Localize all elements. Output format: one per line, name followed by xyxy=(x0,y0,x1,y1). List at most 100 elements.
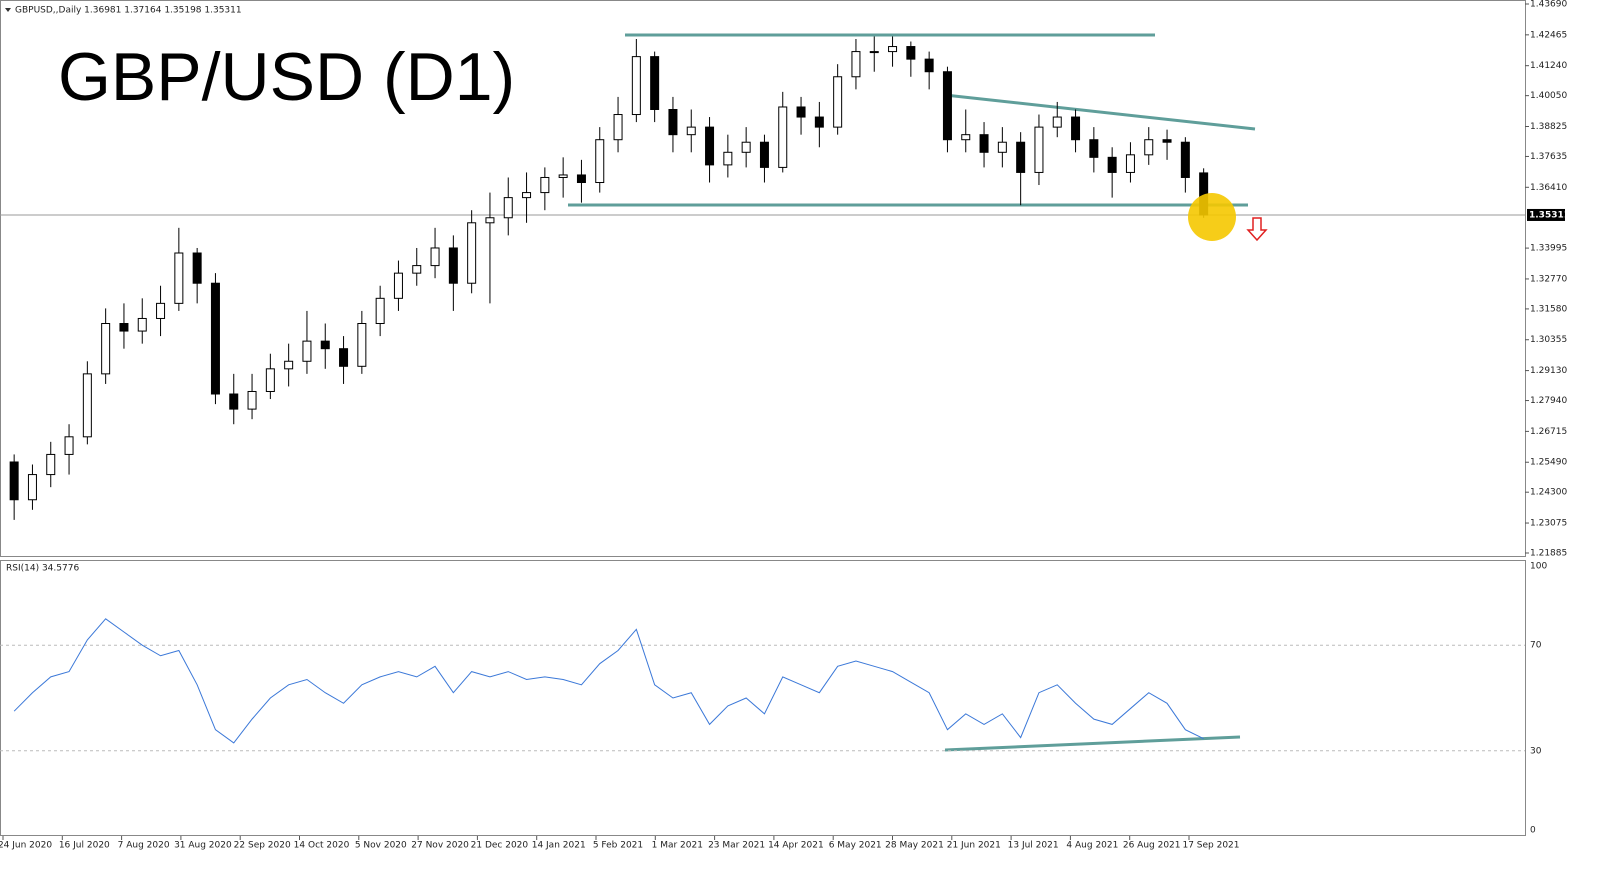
candle-body xyxy=(595,139,605,184)
candle-body xyxy=(741,141,751,153)
candle-body xyxy=(942,71,952,141)
x-tick-label: 24 Jun 2020 xyxy=(0,841,52,851)
candle-body xyxy=(1089,139,1099,158)
y-tick-label: 30 xyxy=(1530,746,1542,756)
y-tick-label: 1.30355 xyxy=(1530,335,1567,345)
candle-body xyxy=(558,174,568,178)
y-tick-label: 1.33995 xyxy=(1530,244,1567,254)
candle-body xyxy=(229,393,239,410)
y-tick-label: 1.24300 xyxy=(1530,488,1567,498)
candle-body xyxy=(906,46,916,60)
candle-body xyxy=(137,317,147,332)
x-tick-label: 17 Sep 2021 xyxy=(1182,841,1239,851)
y-tick-label: 1.37635 xyxy=(1530,152,1567,162)
candle-body xyxy=(796,106,806,118)
candle-body xyxy=(723,151,733,166)
candle-body xyxy=(631,56,641,116)
header: GBPUSD,,Daily 1.36981 1.37164 1.35198 1.… xyxy=(15,6,242,16)
y-tick-label: 1.21885 xyxy=(1530,549,1567,559)
y-tick-label: 1.32770 xyxy=(1530,274,1567,284)
candle-body xyxy=(888,46,898,53)
y-tick-label: 1.41240 xyxy=(1530,61,1567,71)
candle-body xyxy=(119,323,129,332)
candle-body xyxy=(156,302,166,319)
candle-body xyxy=(668,108,678,136)
candle-body xyxy=(961,134,971,141)
candle-body xyxy=(650,56,660,110)
x-tick-label: 21 Dec 2020 xyxy=(471,841,529,851)
candle-body xyxy=(192,252,202,284)
candle-body xyxy=(265,368,275,392)
candle-body xyxy=(46,453,56,476)
x-tick-label: 21 Jun 2021 xyxy=(947,841,1001,851)
price-label-box xyxy=(1527,208,1565,221)
candle-body xyxy=(686,126,696,136)
candle-body xyxy=(1125,154,1135,173)
candle-body xyxy=(851,51,861,78)
y-tick-label: 1.40050 xyxy=(1530,91,1567,101)
candle-body xyxy=(522,192,532,199)
candle-body xyxy=(412,265,422,274)
highlight-circle xyxy=(1188,193,1236,241)
candle-body xyxy=(997,141,1007,153)
y-tick-label: 100 xyxy=(1530,562,1547,572)
y-tick-label: 70 xyxy=(1530,641,1542,651)
candle-body xyxy=(448,247,458,284)
candle-body xyxy=(393,272,403,299)
candle-body xyxy=(1144,139,1154,156)
candle-body xyxy=(101,323,111,375)
candle-body xyxy=(1034,126,1044,173)
candle-body xyxy=(375,297,385,325)
x-tick-label: 14 Jan 2021 xyxy=(532,841,586,851)
candle-body xyxy=(503,197,513,219)
x-tick-label: 28 May 2021 xyxy=(885,841,944,851)
candle-body xyxy=(833,76,843,128)
y-tick-label: 1.29130 xyxy=(1530,366,1567,376)
x-tick-label: 5 Nov 2020 xyxy=(355,841,407,851)
x-tick-label: 13 Jul 2021 xyxy=(1008,841,1059,851)
candle-body xyxy=(27,474,37,501)
candle-body xyxy=(82,373,92,438)
candle-body xyxy=(302,340,312,362)
candle-body xyxy=(1162,139,1172,143)
price-label: 1.35311 xyxy=(1529,210,1570,220)
candle-body xyxy=(64,436,74,455)
candle-body xyxy=(705,126,715,166)
y-tick-label: 1.31580 xyxy=(1530,304,1567,314)
y-tick-label: 1.36410 xyxy=(1530,183,1567,193)
candle-body xyxy=(1052,116,1062,128)
header-arrow xyxy=(5,8,11,12)
candle-body xyxy=(778,106,788,168)
y-tick-label: 0 xyxy=(1530,826,1536,836)
x-tick-label: 14 Apr 2021 xyxy=(768,841,824,851)
candle-body xyxy=(339,348,349,367)
x-tick-label: 26 Aug 2021 xyxy=(1123,841,1181,851)
candle-body xyxy=(247,390,257,410)
candle-body xyxy=(320,340,330,350)
candle-body xyxy=(210,282,220,395)
candle-body xyxy=(869,51,879,54)
chart-title: GBP/USD (D1) xyxy=(58,39,515,115)
x-tick-label: 31 Aug 2020 xyxy=(174,841,232,851)
candle-body xyxy=(485,217,495,224)
candle-body xyxy=(613,114,623,141)
rsi-label: RSI(14) 34.5776 xyxy=(6,564,79,574)
y-tick-label: 1.25490 xyxy=(1530,458,1567,468)
x-tick-label: 4 Aug 2021 xyxy=(1066,841,1118,851)
x-tick-label: 5 Feb 2021 xyxy=(593,841,643,851)
y-tick-label: 1.43690 xyxy=(1530,0,1567,10)
y-tick-label: 1.38825 xyxy=(1530,122,1567,132)
rsi-panel xyxy=(0,560,1526,836)
rsi-trendline xyxy=(944,735,1241,752)
x-tick-label: 7 Aug 2020 xyxy=(118,841,170,851)
down-arrow xyxy=(1246,217,1268,242)
candle-body xyxy=(979,134,989,153)
candle-body xyxy=(1071,116,1081,141)
rsi-line xyxy=(13,618,1204,744)
candle-body xyxy=(9,461,19,501)
candle-body xyxy=(540,176,550,194)
x-tick-label: 22 Sep 2020 xyxy=(234,841,291,851)
candle-body xyxy=(924,58,934,73)
y-tick-label: 1.42465 xyxy=(1530,30,1567,40)
candle-body xyxy=(576,174,586,184)
